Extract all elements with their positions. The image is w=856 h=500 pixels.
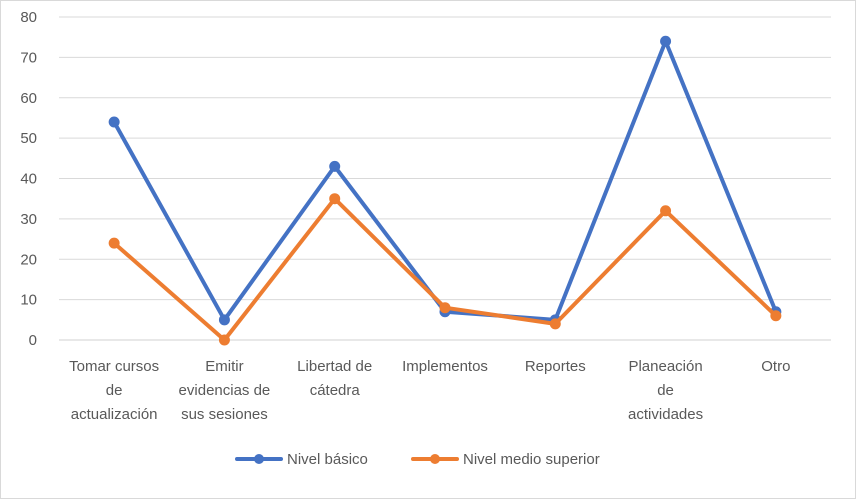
x-tick-label-line: Emitir — [205, 358, 243, 375]
data-point — [218, 314, 230, 326]
x-tick-label-line: de — [106, 382, 123, 399]
data-point — [660, 205, 672, 217]
x-tick-label: Otro — [761, 358, 790, 375]
x-tick-label-line: Implementos — [402, 358, 488, 375]
legend-swatch-marker — [254, 454, 264, 464]
series-line — [112, 39, 778, 322]
data-point — [660, 35, 672, 47]
x-tick-label-line: actualización — [71, 406, 158, 423]
legend-item: Nivel medio superior — [411, 451, 600, 468]
legend-item: Nivel básico — [235, 451, 368, 468]
x-tick-label: Emitir evidencias de sus sesiones — [179, 358, 271, 423]
data-point — [108, 237, 120, 249]
x-tick-label: Reportes — [525, 358, 586, 375]
x-tick-label-line: actividades — [628, 406, 703, 423]
gridlines — [59, 16, 831, 341]
y-tick-label: 20 — [20, 251, 37, 268]
legend-label: Nivel básico — [287, 451, 368, 468]
legend: Nivel básico Nivel medio superior — [235, 451, 600, 468]
y-tick-label: 40 — [20, 171, 37, 188]
legend-swatch-marker — [430, 454, 440, 464]
data-point — [218, 334, 230, 346]
y-axis: 0 10 20 30 40 50 60 70 80 — [20, 9, 37, 349]
y-tick-label: 70 — [20, 49, 37, 66]
y-tick-label: 0 — [29, 332, 37, 349]
x-tick-label-line: evidencias de — [179, 382, 271, 399]
x-axis: Tomar cursos de actualización Emitir evidenc… — [69, 358, 790, 423]
x-tick-label-line: Otro — [761, 358, 790, 375]
data-point — [108, 116, 120, 128]
y-tick-label: 80 — [20, 9, 37, 26]
x-tick-label-line: sus sesiones — [181, 406, 268, 423]
x-tick-label-line: Tomar cursos — [69, 358, 159, 375]
x-tick-label-line: de — [657, 382, 674, 399]
x-tick-label: Planeación de actividades — [628, 358, 703, 423]
y-tick-label: 30 — [20, 211, 37, 228]
series-2 — [108, 193, 782, 346]
data-point — [329, 193, 341, 205]
x-tick-label-line: cátedra — [310, 382, 361, 399]
y-tick-label: 60 — [20, 90, 37, 107]
x-tick-label: Tomar cursos de actualización — [69, 358, 159, 423]
x-tick-label: Implementos — [402, 358, 488, 375]
data-point — [329, 160, 341, 172]
data-point — [439, 302, 451, 314]
series-line — [112, 196, 778, 342]
series-1 — [108, 35, 782, 326]
x-tick-label-line: Libertad de — [297, 358, 372, 375]
x-tick-label-line: Reportes — [525, 358, 586, 375]
x-tick-label: Libertad de cátedra — [297, 358, 372, 399]
y-tick-label: 50 — [20, 130, 37, 147]
data-point — [549, 318, 561, 330]
x-tick-label-line: Planeación — [628, 358, 702, 375]
y-tick-label: 10 — [20, 292, 37, 309]
data-point — [770, 310, 782, 322]
legend-label: Nivel medio superior — [463, 451, 600, 468]
